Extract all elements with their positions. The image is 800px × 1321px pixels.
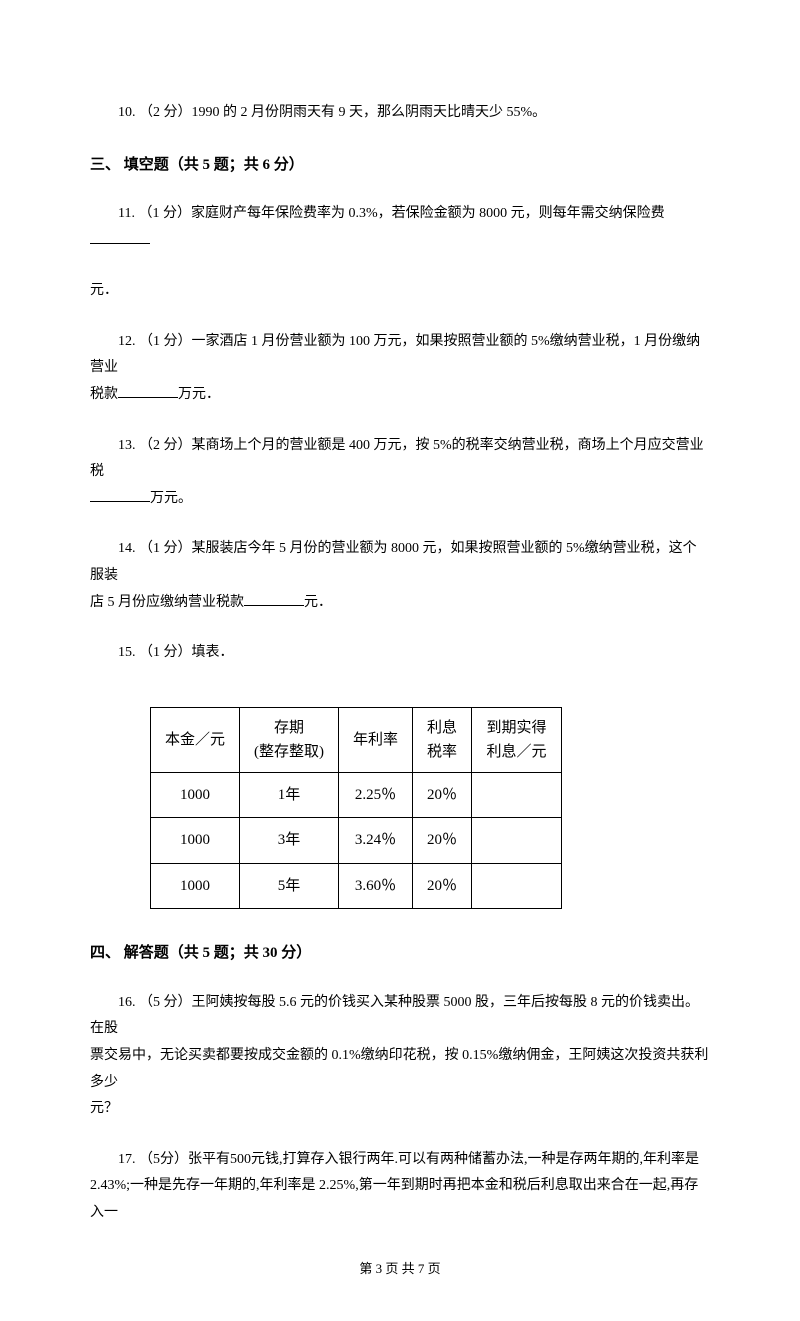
question-12: 12. （1 分）一家酒店 1 月份营业额为 100 万元，如果按照营业额的 5… — [90, 329, 710, 382]
th-interest-b: 利息／元 — [486, 740, 547, 764]
th-term-b: (整存整取) — [254, 740, 324, 764]
q14-text-a: 14. （1 分）某服装店今年 5 月份的营业额为 8000 元，如果按照营业额… — [90, 541, 697, 583]
q11-text-b: 元． — [90, 278, 710, 305]
section-3-title: 三、 填空题（共 5 题；共 6 分） — [90, 151, 710, 180]
question-15: 15. （1 分）填表． — [90, 640, 710, 667]
th-interest: 到期实得 利息／元 — [472, 707, 562, 772]
question-11: 11. （1 分）家庭财产每年保险费率为 0.3%，若保险金额为 8000 元，… — [90, 201, 710, 254]
cell-principal: 1000 — [151, 863, 240, 909]
cell-tax: 20％ — [413, 818, 472, 864]
question-14: 14. （1 分）某服装店今年 5 月份的营业额为 8000 元，如果按照营业额… — [90, 536, 710, 589]
question-16: 16. （5 分）王阿姨按每股 5.6 元的价钱买入某种股票 5000 股，三年… — [90, 990, 710, 1043]
th-principal: 本金／元 — [151, 707, 240, 772]
cell-interest[interactable] — [472, 818, 562, 864]
th-interest-a: 到期实得 — [486, 716, 547, 740]
q12-text-c: 万元． — [178, 387, 220, 402]
cell-principal: 1000 — [151, 772, 240, 818]
q11-text-a: 11. （1 分）家庭财产每年保险费率为 0.3%，若保险金额为 8000 元，… — [118, 206, 665, 221]
blank-13[interactable] — [90, 488, 150, 502]
q12-line2: 税款 万元． — [90, 382, 710, 409]
question-13: 13. （2 分）某商场上个月的营业额是 400 万元，按 5%的税率交纳营业税… — [90, 433, 710, 486]
cell-rate: 3.60％ — [339, 863, 413, 909]
q14-text-b: 店 5 月份应缴纳营业税款 — [90, 595, 244, 610]
q13-text-b: 万元。 — [150, 491, 192, 506]
q12-text-b: 税款 — [90, 387, 118, 402]
th-rate: 年利率 — [339, 707, 413, 772]
blank-11[interactable] — [90, 230, 150, 244]
q17-text-a: 17. （5分）张平有500元钱,打算存入银行两年.可以有两种储蓄办法,一种是存… — [118, 1152, 699, 1167]
table-row: 1000 1年 2.25％ 20％ — [151, 772, 562, 818]
q16-text-c: 元？ — [90, 1096, 710, 1123]
q17-text-b: 2.43%;一种是先存一年期的,年利率是 2.25%,第一年到期时再把本金和税后… — [90, 1173, 710, 1226]
question-10: 10. （2 分）1990 的 2 月份阴雨天有 9 天，那么阴雨天比晴天少 5… — [90, 100, 710, 127]
blank-14[interactable] — [244, 592, 304, 606]
cell-interest[interactable] — [472, 863, 562, 909]
cell-term: 3年 — [240, 818, 339, 864]
q12-text-a: 12. （1 分）一家酒店 1 月份营业额为 100 万元，如果按照营业额的 5… — [90, 334, 700, 376]
cell-principal: 1000 — [151, 818, 240, 864]
cell-tax: 20％ — [413, 863, 472, 909]
cell-rate: 2.25％ — [339, 772, 413, 818]
section-4-title: 四、 解答题（共 5 题；共 30 分） — [90, 939, 710, 968]
table-row: 1000 3年 3.24％ 20％ — [151, 818, 562, 864]
question-17: 17. （5分）张平有500元钱,打算存入银行两年.可以有两种储蓄办法,一种是存… — [90, 1147, 710, 1174]
q16-text-b: 票交易中，无论买卖都要按成交金额的 0.1%缴纳印花税，按 0.15%缴纳佣金，… — [90, 1043, 710, 1096]
q13-text-a: 13. （2 分）某商场上个月的营业额是 400 万元，按 5%的税率交纳营业税… — [90, 438, 704, 480]
th-tax-a: 利息 — [427, 716, 457, 740]
q14-line2: 店 5 月份应缴纳营业税款 元． — [90, 590, 710, 617]
th-term: 存期 (整存整取) — [240, 707, 339, 772]
q14-text-c: 元． — [304, 595, 332, 610]
blank-12[interactable] — [118, 384, 178, 398]
q13-line2: 万元。 — [90, 486, 710, 513]
cell-tax: 20％ — [413, 772, 472, 818]
page-footer: 第 3 页 共 7 页 — [90, 1257, 710, 1282]
table-header-row: 本金／元 存期 (整存整取) 年利率 利息 税率 到期实得 利息／元 — [151, 707, 562, 772]
cell-term: 5年 — [240, 863, 339, 909]
table-row: 1000 5年 3.60％ 20％ — [151, 863, 562, 909]
interest-table: 本金／元 存期 (整存整取) 年利率 利息 税率 到期实得 利息／元 1000 … — [150, 707, 562, 910]
cell-interest[interactable] — [472, 772, 562, 818]
th-tax: 利息 税率 — [413, 707, 472, 772]
th-term-a: 存期 — [254, 716, 324, 740]
cell-rate: 3.24％ — [339, 818, 413, 864]
th-tax-b: 税率 — [427, 740, 457, 764]
cell-term: 1年 — [240, 772, 339, 818]
q16-text-a: 16. （5 分）王阿姨按每股 5.6 元的价钱买入某种股票 5000 股，三年… — [90, 995, 699, 1037]
